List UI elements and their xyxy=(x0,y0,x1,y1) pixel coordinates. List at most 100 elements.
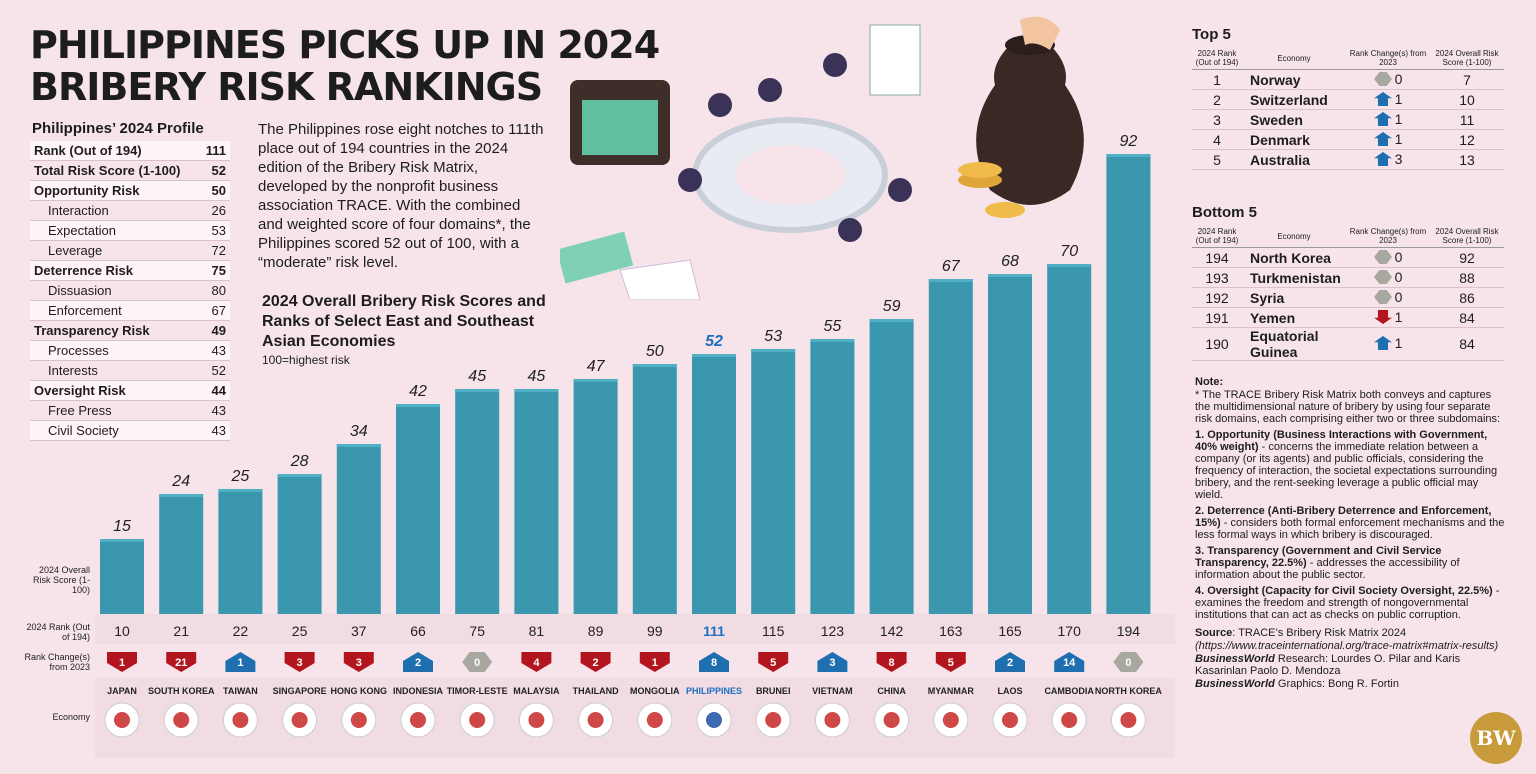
note-item: 2. Deterrence (Anti-Bribery Deterrence a… xyxy=(1195,505,1507,541)
rank-cell: 1 xyxy=(1192,69,1242,90)
bar xyxy=(1047,264,1092,614)
top5-row: 2 Switzerland 1 10 xyxy=(1192,89,1504,110)
profile-value: 44 xyxy=(199,380,230,401)
economy-label: TAIWAN xyxy=(223,686,258,696)
rank-same-icon xyxy=(1373,269,1392,284)
rank-same-icon xyxy=(1373,289,1392,304)
rank-change-up-icon xyxy=(225,652,256,672)
rank-label: 37 xyxy=(351,623,367,639)
change-cell: 0 xyxy=(1346,69,1430,90)
economy-label: CHINA xyxy=(877,686,906,696)
graphics-label: BusinessWorld xyxy=(1195,678,1275,690)
profile-row: Opportunity Risk 50 xyxy=(30,180,230,201)
bar-value-label: 45 xyxy=(528,368,546,385)
flag-emblem xyxy=(232,712,249,728)
rank-change-label: 5 xyxy=(948,657,954,669)
coin-icon xyxy=(958,162,1002,178)
profile-label: Free Press xyxy=(30,400,200,421)
economy-label: TIMOR-LESTE xyxy=(447,686,508,696)
bottom5-table: 2024 Rank (Out of 194) Economy Rank Chan… xyxy=(1192,225,1504,361)
economy-cell: Australia xyxy=(1242,149,1346,170)
rank-label: 123 xyxy=(821,623,845,639)
economy-label: JAPAN xyxy=(107,686,137,696)
top5-heading: Top 5 xyxy=(1192,26,1231,43)
bar xyxy=(455,389,500,614)
bar-top xyxy=(277,474,322,477)
bar-value-label: 68 xyxy=(1001,253,1019,270)
rank-up-icon xyxy=(1373,336,1392,350)
bar-top xyxy=(1047,264,1092,267)
profile-label: Enforcement xyxy=(30,300,200,321)
rank-change-same-icon xyxy=(462,652,493,672)
profile-row: Interests 52 xyxy=(30,360,230,381)
economy-cell: Sweden xyxy=(1242,109,1346,130)
money-bag-illustration xyxy=(958,16,1084,218)
bar xyxy=(218,489,263,614)
rank-change-up-icon xyxy=(699,652,729,672)
bottom5-panel: Bottom 5 2024 Rank (Out of 194) Economy … xyxy=(1192,204,1504,361)
bar-top xyxy=(396,404,440,407)
bar-top xyxy=(573,379,618,382)
rank-label: 111 xyxy=(703,623,725,639)
graphics-text: Graphics: Bong R. Fortin xyxy=(1274,678,1399,690)
bar-value-label: 42 xyxy=(409,383,427,400)
score-cell: 7 xyxy=(1430,69,1504,90)
rank-up-icon xyxy=(1373,131,1392,146)
change-value: 1 xyxy=(1394,308,1403,325)
envelope-icon xyxy=(619,259,701,300)
rank-label: 10 xyxy=(114,623,130,639)
profile-row: Total Risk Score (1-100) 52 xyxy=(30,160,230,181)
flag-emblem xyxy=(883,712,900,728)
score-cell: 10 xyxy=(1430,89,1504,110)
top5-header-economy: Economy xyxy=(1242,47,1346,70)
bar xyxy=(277,474,322,614)
rank-cell: 194 xyxy=(1192,247,1242,268)
bar-value-label: 24 xyxy=(171,473,190,490)
rank-change-label: 3 xyxy=(356,657,362,669)
rank-cell: 3 xyxy=(1192,109,1242,130)
economy-cell: Equatorial Guinea xyxy=(1242,327,1346,361)
rank-change-up-icon xyxy=(1054,652,1085,672)
top5-row: 1 Norway 0 7 xyxy=(1192,69,1504,90)
bar-top xyxy=(751,349,796,352)
meeting-illustration xyxy=(560,24,921,300)
economy-cell: Yemen xyxy=(1242,307,1346,328)
bar xyxy=(100,539,144,614)
bar xyxy=(928,279,973,614)
bottom5-row: 193 Turkmenistan 0 88 xyxy=(1192,267,1504,288)
rank-row-band xyxy=(95,614,1175,644)
change-cell: 1 xyxy=(1346,89,1430,110)
rank-change-label: 14 xyxy=(1063,657,1076,669)
change-value: 0 xyxy=(1394,268,1403,285)
rank-change-down-icon xyxy=(284,652,315,672)
change-value: 1 xyxy=(1394,110,1403,127)
economy-label: LAOS xyxy=(997,686,1022,696)
rank-change-up-icon xyxy=(995,652,1025,672)
chart-subtitle: 100=highest risk xyxy=(262,353,350,367)
rank-change-label: 3 xyxy=(297,657,303,669)
rank-label: 115 xyxy=(762,623,785,639)
rank-up-icon xyxy=(1373,151,1392,166)
bar xyxy=(810,339,855,614)
rank-change-down-icon xyxy=(521,652,552,672)
note-item-title: 2. Deterrence (Anti-Bribery Deterrence a… xyxy=(1195,505,1492,529)
rank-label: 170 xyxy=(1058,623,1082,639)
profile-row: Expectation 53 xyxy=(30,220,230,241)
flag-emblem xyxy=(410,712,426,728)
money-bag-icon xyxy=(976,45,1084,205)
flag-emblem xyxy=(824,712,841,728)
profile-value: 80 xyxy=(199,280,230,301)
change-cell: 3 xyxy=(1346,149,1430,170)
bottom5-row: 194 North Korea 0 92 xyxy=(1192,247,1504,268)
flag-emblem xyxy=(1120,712,1137,728)
bar xyxy=(159,494,204,614)
banknote-icon xyxy=(560,231,634,284)
change-cell: 0 xyxy=(1346,247,1430,268)
cash-stack-icon xyxy=(582,100,658,155)
table-hole xyxy=(735,145,845,205)
person-icon xyxy=(758,78,782,102)
bar-top xyxy=(514,389,559,392)
top5-row: 4 Denmark 1 12 xyxy=(1192,129,1504,150)
bar-value-label: 52 xyxy=(705,333,723,350)
